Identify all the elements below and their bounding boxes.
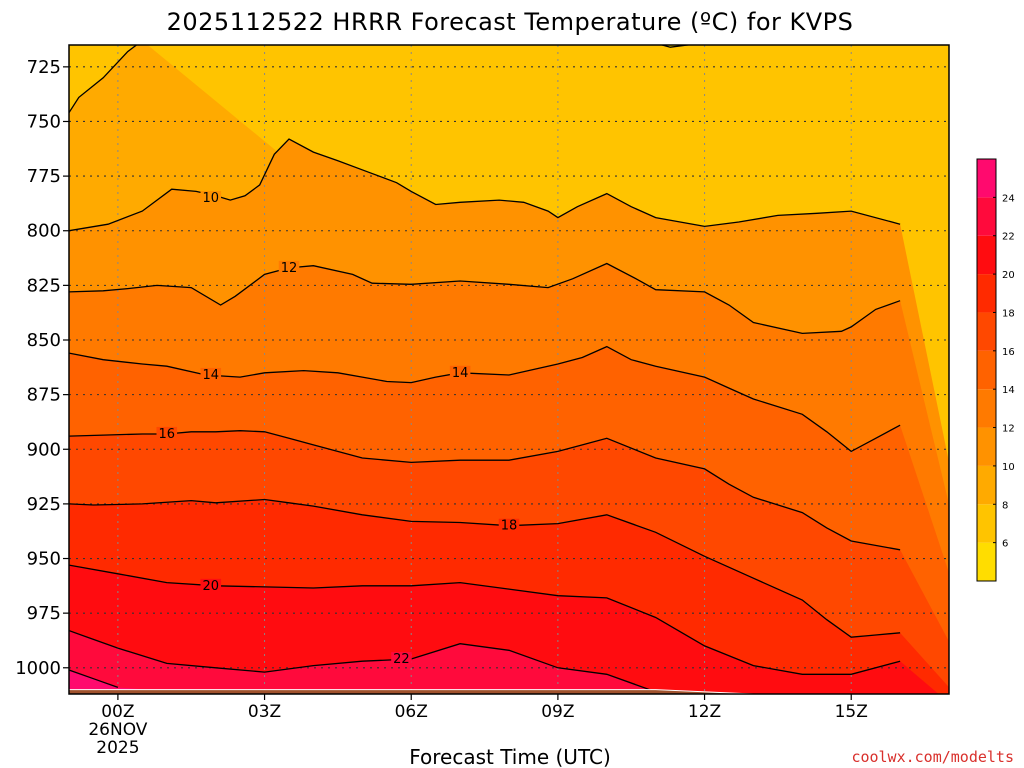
plot-frame [68, 44, 950, 695]
colorbar-swatch-3 [977, 427, 996, 466]
ytick-label-800: 800 [27, 221, 61, 242]
contour-label-12-1: 12 [281, 261, 298, 276]
colorbar: 6 8 10 12 14 16 18 20 22 24 [976, 158, 1015, 582]
contour-labels: 10 12 14 14 16 18 20 22 [156, 190, 520, 668]
contour-label-22-7: 22 [393, 652, 410, 667]
contour-line-14-4 [69, 345, 901, 453]
contour-label-bg [498, 518, 520, 534]
contour-label-10-0: 10 [203, 191, 220, 206]
colorbar-frame [976, 158, 997, 582]
colorbar-swatch-9 [977, 197, 996, 236]
ytick-label-850: 850 [27, 330, 61, 351]
band-above-24 [69, 670, 206, 694]
contour-label-16-4: 16 [159, 427, 176, 442]
ground-polygon [69, 689, 904, 694]
ytick-label-875: 875 [27, 385, 61, 406]
credit-text: coolwx.com/modelts [851, 748, 1014, 766]
contour-line-12-3 [69, 262, 901, 335]
contour-label-bg [391, 652, 412, 668]
plot-area [69, 45, 949, 694]
colorbar-label-18: 18 [1002, 308, 1015, 319]
ytick-label-975: 975 [27, 603, 61, 624]
xtick-label-09Z: 09Z [541, 702, 574, 722]
xtick-label-12Z: 12Z [688, 702, 721, 722]
xtick-label-00Z: 00Z [101, 702, 134, 722]
colorbar-label-16: 16 [1002, 347, 1015, 358]
contour-line-8-0 [69, 45, 138, 114]
colorbar-swatch-8 [977, 235, 996, 275]
contour-line-8-1 [659, 45, 693, 48]
contour-label-bg [200, 578, 222, 594]
colorbar-swatch-6 [977, 312, 996, 351]
ground-surface [69, 689, 904, 694]
colorbar-swatch-7 [977, 274, 996, 313]
ytick-label-900: 900 [27, 439, 61, 460]
band-above-22 [69, 630, 664, 694]
contour-line-18-6 [69, 498, 901, 638]
colorbar-label-24: 24 [1002, 193, 1015, 204]
contour-label-bg [156, 426, 178, 442]
colorbar-label-6: 6 [1002, 539, 1008, 550]
colorbar-swatch-2 [977, 465, 996, 505]
colorbar-label-10: 10 [1002, 462, 1015, 473]
contour-line-16-5 [69, 430, 901, 551]
chart-title: 2025112522 HRRR Forecast Temperature (ºC… [167, 8, 854, 36]
ytick-label-825: 825 [27, 275, 61, 296]
contour-label-bg [200, 190, 222, 206]
ytick-label-725: 725 [27, 57, 61, 78]
colorbar-label-8: 8 [1002, 500, 1008, 511]
ytick-label-950: 950 [27, 549, 61, 570]
x-axis-label: Forecast Time (UTC) [409, 745, 611, 768]
ytick-label-925: 925 [27, 494, 61, 515]
colorbar-swatch-10 [977, 159, 996, 198]
contour-label-bg [278, 260, 300, 276]
contour-line-22-8 [69, 629, 667, 694]
ytick-label-750: 750 [27, 111, 61, 132]
contour-label-bg [200, 367, 222, 383]
xtick-label-26NOV: 26NOV [88, 720, 147, 740]
colorbar-label-14: 14 [1002, 385, 1015, 396]
ytick-label-775: 775 [27, 166, 61, 187]
contour-label-14-2: 14 [203, 368, 220, 383]
xtick-label-2025: 2025 [96, 738, 139, 758]
contour-label-14-3: 14 [452, 366, 469, 381]
contour-label-18-5: 18 [501, 519, 518, 534]
colorbar-label-12: 12 [1002, 424, 1015, 435]
xtick-label-03Z: 03Z [248, 702, 281, 722]
contour-label-20-6: 20 [203, 579, 220, 594]
contour-label-bg [449, 365, 471, 381]
xtick-label-06Z: 06Z [395, 702, 428, 722]
colorbar-label-20: 20 [1002, 270, 1015, 281]
y-axis: 725 750 775 800 825 850 875 900 925 950 975 1000 [15, 57, 69, 679]
contour-line-24-9 [69, 669, 119, 689]
colorbar-swatch-5 [977, 350, 996, 390]
colorbar-swatch-0 [977, 542, 996, 581]
ytick-label-1000: 1000 [15, 658, 61, 679]
colorbar-label-22: 22 [1002, 232, 1015, 243]
colorbar-swatch-4 [977, 389, 996, 428]
colorbar-swatch-1 [977, 504, 996, 543]
xtick-label-15Z: 15Z [835, 702, 868, 722]
band-above-20 [69, 565, 939, 694]
